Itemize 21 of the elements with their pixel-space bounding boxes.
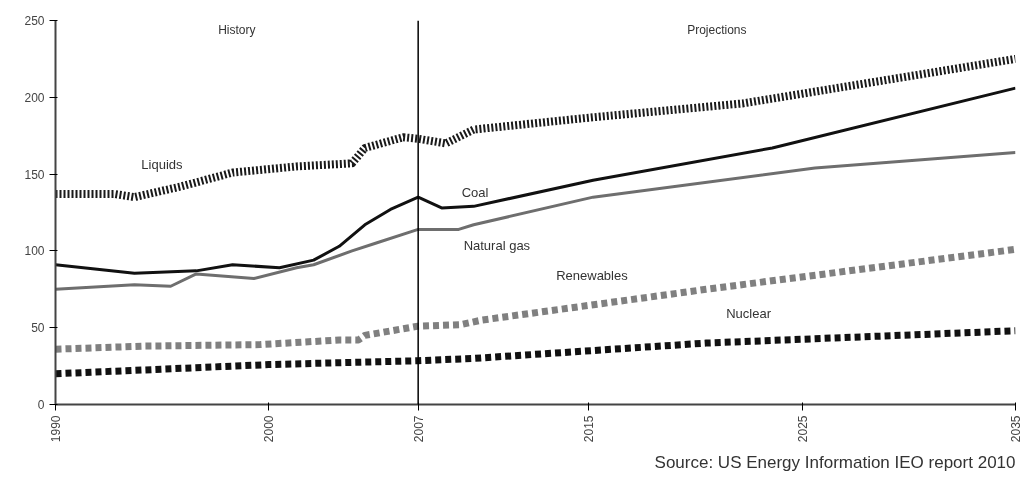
line-series <box>55 151 1016 291</box>
annotation: Projections <box>687 22 747 37</box>
source-note: Source: US Energy Information IEO report 2010 <box>654 452 1016 472</box>
x-tick-label: 2007 <box>411 415 426 443</box>
x-tick-label: 1990 <box>49 415 63 443</box>
y-tick-label: 150 <box>24 167 45 182</box>
annotation: History <box>218 22 256 37</box>
series-label: Renewables <box>556 268 629 284</box>
series-label: Liquids <box>141 157 184 173</box>
x-tick-label: 2025 <box>795 415 810 443</box>
x-tick-label: 2035 <box>1009 415 1023 443</box>
y-tick-label: 250 <box>24 14 45 28</box>
series-label: Coal <box>461 184 489 200</box>
x-tick-label: 2000 <box>262 415 277 443</box>
series-label: Nuclear <box>726 306 772 322</box>
y-tick-label: 200 <box>24 90 45 105</box>
x-tick-label: 2015 <box>582 415 597 443</box>
y-tick-label: 100 <box>24 244 45 259</box>
y-tick-label: 50 <box>31 321 45 336</box>
y-tick-label: 0 <box>37 398 45 412</box>
series-label: Natural gas <box>463 237 531 253</box>
